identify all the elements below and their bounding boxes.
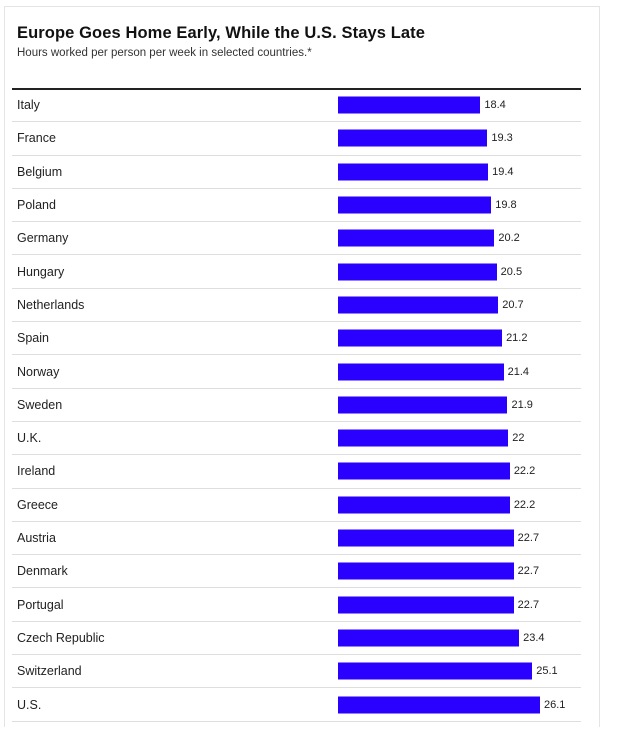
category-label: Austria bbox=[17, 531, 56, 546]
category-label: Hungary bbox=[17, 264, 65, 279]
bar-row: Hungary 20.5 bbox=[12, 256, 581, 289]
bar bbox=[338, 529, 514, 547]
bar bbox=[338, 196, 492, 214]
bar-row: Portugal 22.7 bbox=[12, 589, 581, 622]
bar-row: Denmark 22.7 bbox=[12, 555, 581, 589]
bar-row: Switzerland 25.1 bbox=[12, 655, 581, 689]
bar-row: Poland 19.8 bbox=[12, 189, 581, 223]
value-label: 25.1 bbox=[536, 665, 558, 678]
value-label: 20.5 bbox=[500, 265, 523, 278]
value-label: 21.2 bbox=[506, 332, 528, 345]
bar-row: Belgium 19.4 bbox=[12, 156, 581, 189]
value-label: 26.1 bbox=[544, 698, 566, 711]
bar-row: Germany 20.2 bbox=[12, 222, 581, 256]
header-rule bbox=[12, 88, 581, 90]
value-label: 22.7 bbox=[517, 532, 540, 545]
value-label: 22 bbox=[512, 432, 525, 445]
value-label: 22.7 bbox=[517, 598, 540, 611]
bar bbox=[338, 163, 489, 181]
bar-row: U.K. 22 bbox=[12, 422, 581, 456]
bar bbox=[338, 462, 510, 480]
category-label: Portugal bbox=[17, 597, 64, 612]
bar-row: Austria 22.7 bbox=[12, 522, 581, 556]
category-label: Ireland bbox=[17, 464, 56, 479]
category-label: Netherlands bbox=[17, 297, 85, 312]
category-label: Italy bbox=[17, 98, 40, 113]
bar bbox=[338, 496, 510, 514]
value-label: 22.2 bbox=[513, 498, 536, 511]
bar-row: Italy 18.4 bbox=[12, 89, 581, 123]
bar-row: Spain 21.2 bbox=[12, 322, 581, 356]
bar-row: U.S. 26.1 bbox=[12, 688, 581, 722]
bar bbox=[338, 296, 499, 314]
category-label: Poland bbox=[17, 198, 56, 213]
value-label: 19.4 bbox=[492, 165, 514, 178]
bar-row: Netherlands 20.7 bbox=[12, 289, 581, 323]
value-label: 22.2 bbox=[513, 465, 536, 478]
bar bbox=[338, 363, 504, 381]
bar-row: Norway 21.4 bbox=[12, 355, 581, 389]
category-label: Belgium bbox=[17, 164, 63, 179]
bar bbox=[338, 429, 509, 447]
category-label: Czech Republic bbox=[17, 630, 105, 645]
value-label: 22.7 bbox=[517, 565, 540, 578]
category-label: Denmark bbox=[17, 564, 68, 579]
bar bbox=[338, 696, 540, 714]
value-label: 18.4 bbox=[484, 99, 506, 112]
bar bbox=[338, 96, 481, 114]
bar bbox=[338, 596, 514, 614]
bar-row: Greece 22.2 bbox=[12, 489, 581, 522]
value-label: 21.4 bbox=[507, 365, 530, 378]
bar bbox=[338, 629, 520, 647]
category-label: Germany bbox=[17, 231, 69, 246]
value-label: 21.9 bbox=[511, 398, 533, 411]
category-label: U.K. bbox=[17, 431, 42, 446]
category-label: Switzerland bbox=[17, 664, 82, 679]
value-label: 19.8 bbox=[495, 199, 517, 212]
bar bbox=[338, 396, 508, 414]
category-label: U.S. bbox=[17, 697, 42, 712]
value-label: 20.2 bbox=[498, 232, 520, 245]
bar bbox=[338, 662, 533, 680]
bar-row: Ireland 22.2 bbox=[12, 455, 581, 489]
category-label: France bbox=[17, 131, 56, 146]
bar bbox=[338, 263, 497, 281]
bar-row: Sweden 21.9 bbox=[12, 389, 581, 422]
bar bbox=[338, 229, 495, 247]
value-label: 23.4 bbox=[523, 631, 545, 644]
category-label: Sweden bbox=[17, 397, 63, 412]
value-label: 19.3 bbox=[491, 132, 513, 145]
bar-row: Czech Republic 23.4 bbox=[12, 622, 581, 656]
category-label: Greece bbox=[17, 497, 58, 512]
chart-title: Europe Goes Home Early, While the U.S. S… bbox=[17, 24, 426, 42]
bar bbox=[338, 329, 503, 347]
chart-subtitle: Hours worked per person per week in sele… bbox=[17, 47, 312, 59]
bar bbox=[338, 129, 488, 147]
category-label: Norway bbox=[17, 364, 60, 379]
category-label: Spain bbox=[17, 331, 49, 346]
value-label: 20.7 bbox=[502, 298, 524, 311]
bar bbox=[338, 562, 514, 580]
bar-row: France 19.3 bbox=[12, 122, 581, 156]
